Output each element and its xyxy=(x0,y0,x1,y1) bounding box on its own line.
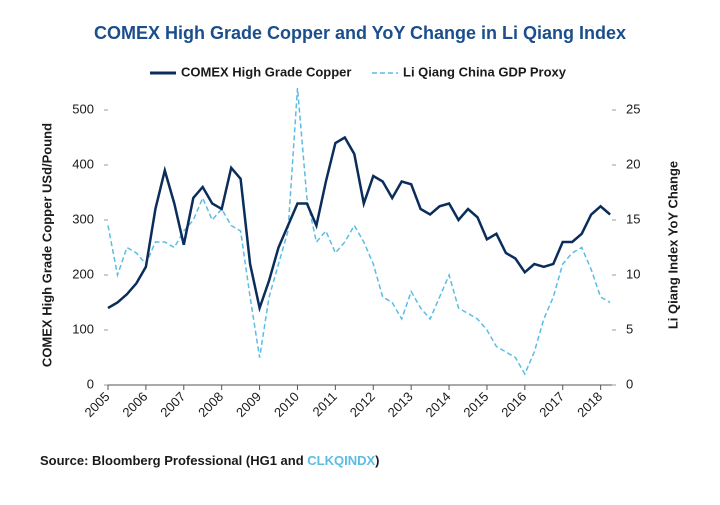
y2-tick-label: 0 xyxy=(626,376,633,391)
series-line xyxy=(107,135,611,313)
y-tick-label: 500 xyxy=(72,101,94,116)
x-tick-label: 2016 xyxy=(498,389,529,420)
y-tick-label: 100 xyxy=(72,321,94,336)
chart-title: COMEX High Grade Copper and YoY Change i… xyxy=(94,23,626,43)
x-tick-label: 2007 xyxy=(157,389,188,420)
x-tick-label: 2010 xyxy=(271,389,302,420)
y2-tick-label: 15 xyxy=(626,211,640,226)
legend-label: Li Qiang China GDP Proxy xyxy=(403,64,567,79)
x-tick-label: 2013 xyxy=(385,389,416,420)
x-tick-label: 2014 xyxy=(423,389,454,420)
x-tick-label: 2017 xyxy=(536,389,567,420)
y2-tick-label: 5 xyxy=(626,321,633,336)
x-tick-label: 2015 xyxy=(460,389,491,420)
y-axis-label: COMEX High Grade Copper USd/Pound xyxy=(39,123,54,367)
source-part: CLKQINDX xyxy=(307,453,375,468)
x-tick-label: 2011 xyxy=(310,389,340,419)
series-line xyxy=(107,87,611,376)
x-tick-label: 2012 xyxy=(347,389,378,420)
x-tick-label: 2005 xyxy=(81,389,112,420)
y2-tick-label: 10 xyxy=(626,266,640,281)
y-tick-label: 200 xyxy=(72,266,94,281)
legend-label: COMEX High Grade Copper xyxy=(181,64,351,79)
y2-tick-label: 25 xyxy=(626,101,640,116)
y-tick-label: 0 xyxy=(87,376,94,391)
x-tick-label: 2018 xyxy=(574,389,605,420)
x-tick-label: 2008 xyxy=(195,389,226,420)
y-tick-label: 300 xyxy=(72,211,94,226)
y2-tick-label: 20 xyxy=(626,156,640,171)
y2-axis-label: Li Qiang Index YoY Change xyxy=(665,161,680,329)
x-tick-label: 2009 xyxy=(233,389,264,420)
x-tick-label: 2006 xyxy=(119,389,150,420)
y-tick-label: 400 xyxy=(72,156,94,171)
source-part: ) xyxy=(375,453,379,468)
source-note: Source: Bloomberg Professional (HG1 and … xyxy=(40,453,380,468)
source-part: Source: Bloomberg Professional (HG1 and xyxy=(40,453,307,468)
